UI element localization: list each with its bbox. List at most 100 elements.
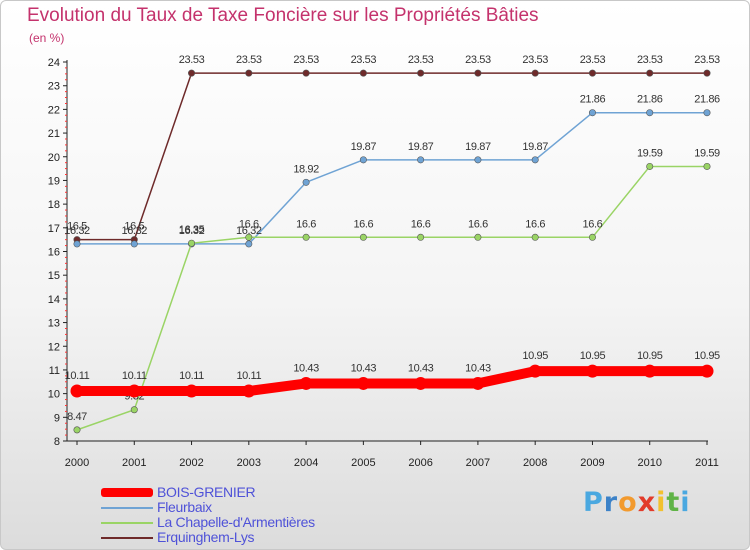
data-point (588, 109, 596, 117)
y-tick-label: 16 (48, 247, 60, 259)
data-label: 10.95 (694, 350, 720, 362)
data-label: 16.32 (179, 225, 205, 237)
unit-label: (en %) (29, 31, 65, 45)
data-point (646, 162, 654, 170)
data-label: 16.6 (353, 218, 373, 230)
data-point (185, 384, 199, 398)
data-point (356, 376, 370, 390)
data-point (73, 426, 81, 434)
logo-letter: i (680, 487, 691, 518)
legend-swatch (101, 522, 153, 524)
data-point (417, 156, 425, 164)
data-point (646, 109, 654, 117)
data-label: 19.87 (408, 141, 434, 153)
data-label: 23.53 (522, 54, 548, 66)
data-point (245, 69, 253, 77)
data-label: 23.53 (179, 54, 205, 66)
data-point (359, 156, 367, 164)
y-tick-label: 12 (48, 341, 60, 353)
data-point (130, 240, 138, 248)
series-line (76, 72, 708, 241)
x-tick-label: 2003 (237, 457, 261, 469)
data-point (70, 384, 84, 398)
data-point (359, 69, 367, 77)
y-tick-label: 15 (48, 270, 60, 282)
data-label: 23.53 (694, 54, 720, 66)
x-tick-label: 2005 (351, 457, 375, 469)
data-point (242, 384, 256, 398)
data-label: 16.32 (122, 225, 148, 237)
y-tick-label: 11 (49, 365, 60, 377)
data-point (299, 376, 313, 390)
y-tick-label: 10 (48, 389, 60, 401)
y-tick-label: 21 (48, 128, 60, 140)
data-point (188, 239, 196, 247)
series-fleurbaix: 16.32 16.32 16.32 16.32 18.92 19.87 19.87 19.87… (64, 94, 720, 248)
data-label: 10.43 (465, 362, 491, 374)
y-tick-label: 19 (48, 175, 60, 187)
x-tick-label: 2006 (408, 457, 432, 469)
y-tick-label: 9 (54, 412, 60, 424)
data-label: 10.11 (236, 370, 261, 382)
data-point (643, 364, 657, 378)
y-tick-label: 18 (48, 199, 60, 211)
data-label: 10.43 (351, 362, 377, 374)
data-point (474, 69, 482, 77)
y-tick-label: 22 (48, 104, 60, 116)
data-label: 21.86 (694, 94, 720, 106)
data-label: 23.53 (465, 54, 491, 66)
data-label: 16.6 (239, 218, 259, 230)
data-label: 16.6 (411, 218, 431, 230)
data-label: 16.5 (124, 221, 144, 233)
data-point (127, 384, 141, 398)
logo-letter: i (656, 487, 667, 518)
y-tick-label: 8 (54, 436, 60, 448)
data-point (417, 69, 425, 77)
data-point (703, 69, 711, 77)
data-point (417, 233, 425, 241)
data-point (700, 364, 714, 378)
data-point (302, 178, 310, 186)
data-point (302, 69, 310, 77)
series-line (76, 165, 708, 431)
x-tick-label: 2000 (65, 457, 89, 469)
data-point (73, 240, 81, 248)
data-label: 19.59 (694, 147, 720, 159)
proxiti-logo: Proxiti (583, 487, 691, 518)
y-tick-label: 23 (48, 81, 60, 93)
data-point (531, 233, 539, 241)
x-tick-label: 2002 (179, 457, 203, 469)
data-label: 19.87 (522, 141, 548, 153)
data-label: 16.32 (64, 225, 90, 237)
data-point (471, 376, 485, 390)
data-label: 21.86 (637, 94, 663, 106)
data-point (359, 233, 367, 241)
data-label: 23.53 (351, 54, 377, 66)
data-label: 23.53 (293, 54, 319, 66)
y-tick-label: 17 (48, 223, 60, 235)
data-point (646, 69, 654, 77)
logo-letter: r (603, 487, 619, 518)
x-tick-label: 2001 (122, 457, 146, 469)
data-point (703, 162, 711, 170)
y-tick-label: 14 (48, 294, 60, 306)
legend-swatch (101, 507, 153, 509)
y-tick-label: 24 (48, 57, 60, 69)
data-point (245, 240, 253, 248)
data-label: 10.95 (580, 350, 606, 362)
series-bois-grenier: 10.11 10.11 10.11 10.11 10.43 10.43 10.43 10.43… (65, 350, 720, 398)
data-label: 19.87 (465, 141, 491, 153)
legend-label: La Chapelle-d'Armentières (157, 514, 315, 530)
y-tick-label: 20 (48, 152, 60, 164)
data-label: 16.6 (583, 218, 603, 230)
logo-letter: o (618, 487, 638, 518)
data-point (474, 233, 482, 241)
data-point (302, 233, 310, 241)
series-la-chapelle-d-armenti-res: 8.479.3216.3516.616.616.616.616.616.616.… (67, 147, 720, 434)
y-tick-label: 13 (48, 318, 60, 330)
legend-swatch (101, 537, 153, 539)
data-label: 21.86 (580, 94, 606, 106)
data-point (585, 364, 599, 378)
data-label: 10.43 (408, 362, 434, 374)
